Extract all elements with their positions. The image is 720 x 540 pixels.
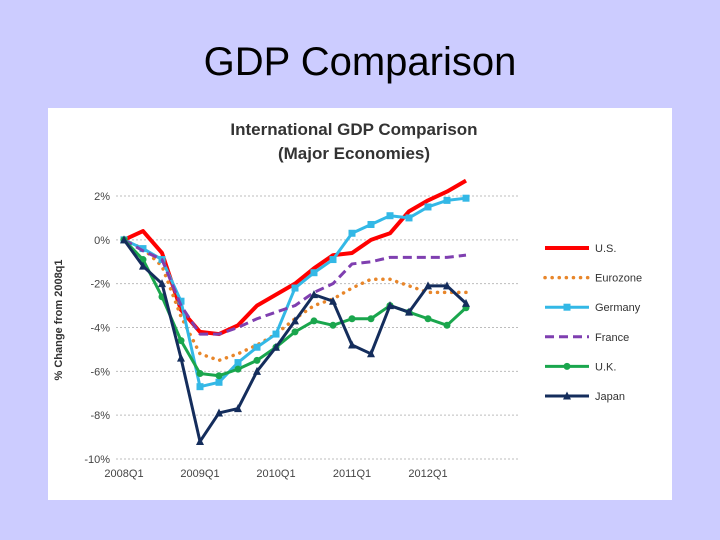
series-line-u-k xyxy=(122,238,468,378)
data-point-u-k xyxy=(367,315,375,323)
legend-marker-u-k xyxy=(563,362,571,370)
x-tick-label: 2009Q1 xyxy=(180,468,219,480)
y-tick-label: -2% xyxy=(90,279,110,291)
data-point-japan xyxy=(120,235,128,244)
data-point-germany xyxy=(348,229,356,237)
data-point-germany xyxy=(272,330,280,338)
series-line-france xyxy=(123,238,467,336)
series-line-japan xyxy=(122,238,468,443)
data-point-u-k xyxy=(348,315,356,323)
data-point-germany xyxy=(177,297,185,305)
data-point-germany xyxy=(386,212,394,220)
legend-label-eurozone: Eurozone xyxy=(595,273,642,285)
data-point-japan xyxy=(329,296,337,305)
data-point-japan xyxy=(348,340,356,349)
legend: U.S. Eurozone Germany France U.K. Japan xyxy=(543,243,642,403)
data-point-u-k xyxy=(234,365,242,373)
data-point-japan xyxy=(386,301,394,310)
data-point-germany xyxy=(196,383,204,391)
data-point-germany xyxy=(139,245,147,253)
data-point-japan xyxy=(196,436,204,445)
data-point-u-k xyxy=(424,315,432,323)
legend-label-france: France xyxy=(595,332,629,344)
data-point-japan xyxy=(234,404,242,413)
data-point-u-k xyxy=(329,321,337,329)
chart-panel: International GDP Comparison (Major Econ… xyxy=(48,108,672,500)
chart-subtitle: (Major Economies) xyxy=(278,144,430,163)
legend-label-u-s: U.S. xyxy=(595,243,616,255)
legend-marker-japan xyxy=(563,391,571,400)
tick-labels: 2% 0% -2% -4% -6% -8% -10% 2008Q1 2009Q1 2010Q1 20… xyxy=(84,191,447,480)
data-point-japan xyxy=(139,261,147,270)
data-point-japan xyxy=(462,298,470,307)
data-point-u-k xyxy=(291,328,299,336)
data-point-japan xyxy=(424,281,432,290)
data-point-japan xyxy=(291,316,299,325)
data-point-u-k xyxy=(253,356,261,364)
legend-label-u-k: U.K. xyxy=(595,361,616,373)
chart-title: International GDP Comparison xyxy=(230,120,477,139)
gdp-line-chart: International GDP Comparison (Major Econ… xyxy=(53,120,642,480)
data-point-japan xyxy=(253,366,261,375)
data-point-u-k xyxy=(196,370,204,378)
data-point-japan xyxy=(367,349,375,358)
series-line-u-s xyxy=(123,178,467,337)
data-point-germany xyxy=(367,220,375,228)
series-line-eurozone xyxy=(122,238,468,363)
data-point-japan xyxy=(177,353,185,362)
y-tick-label: -6% xyxy=(90,366,110,378)
y-tick-label: 0% xyxy=(94,235,110,247)
y-tick-label: -8% xyxy=(90,410,110,422)
y-tick-label: -4% xyxy=(90,323,110,335)
legend-label-japan: Japan xyxy=(595,391,625,403)
data-point-germany xyxy=(234,359,242,367)
data-point-germany xyxy=(329,256,337,264)
y-tick-label: -10% xyxy=(84,454,110,466)
data-point-germany xyxy=(405,214,413,222)
legend-marker-germany xyxy=(563,303,571,311)
legend-label-germany: Germany xyxy=(595,302,641,314)
data-point-germany xyxy=(253,343,261,351)
data-point-japan xyxy=(215,408,223,417)
data-point-japan xyxy=(405,307,413,316)
data-point-u-k xyxy=(443,321,451,329)
data-point-u-k xyxy=(310,317,318,325)
y-axis-label: % Change from 2008q1 xyxy=(53,259,65,380)
data-point-germany xyxy=(215,378,223,386)
data-point-germany xyxy=(291,284,299,292)
data-point-germany xyxy=(310,269,318,277)
data-point-japan xyxy=(158,279,166,288)
y-tick-label: 2% xyxy=(94,191,110,203)
x-tick-label: 2011Q1 xyxy=(333,468,371,480)
data-point-germany xyxy=(462,194,470,202)
x-tick-label: 2008Q1 xyxy=(104,468,143,480)
data-point-japan xyxy=(310,290,318,299)
data-point-japan xyxy=(443,281,451,290)
series-lines xyxy=(120,178,470,445)
data-point-u-k xyxy=(177,337,185,345)
data-point-germany xyxy=(443,196,451,204)
data-point-u-k xyxy=(215,372,223,380)
slide-title: GDP Comparison xyxy=(203,40,517,84)
gridlines xyxy=(116,195,518,460)
data-point-japan xyxy=(272,342,280,351)
x-tick-label: 2012Q1 xyxy=(408,468,447,480)
x-tick-label: 2010Q1 xyxy=(256,468,295,480)
data-point-germany xyxy=(424,203,432,211)
